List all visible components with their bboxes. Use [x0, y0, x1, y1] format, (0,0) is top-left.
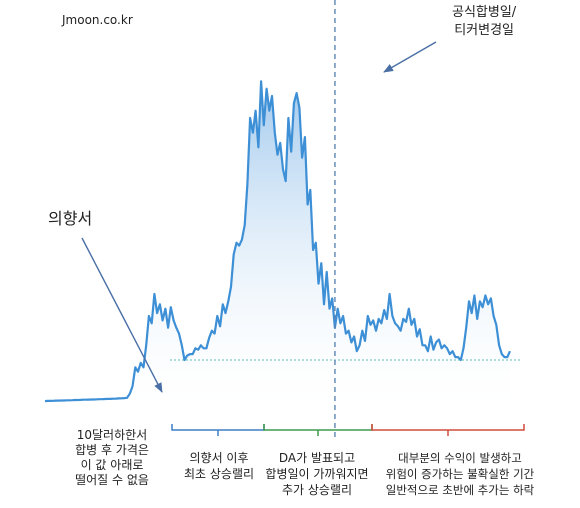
price-area-fill [45, 81, 510, 405]
phase-2-annotation: DA가 발표되고 합병일이 가까워지면 추가 상승랠리 [256, 450, 378, 498]
phase-1-line-1: 의향서 이후 [189, 451, 249, 465]
phase-3-annotation: 대부분의 수익이 발생하고 위험이 증가하는 불확실한 기간 일반적으로 초반에… [370, 450, 550, 498]
phase-2-line-1: DA가 발표되고 [278, 451, 356, 465]
phase-1-line-2: 최초 상승랠리 [183, 467, 255, 481]
phase-3-bracket [371, 424, 525, 436]
site-watermark: Jmoon.co.kr [62, 13, 133, 27]
phase-pre-line-4: 떨어질 수 없음 [75, 473, 149, 487]
phase-pre-annotation: 10달러하한서 합병 후 가격은 이 값 아래로 떨어질 수 없음 [50, 428, 174, 488]
phase-pre-line-2: 합병 후 가격은 [75, 443, 149, 457]
phase-pre-line-3: 이 값 아래로 [80, 458, 144, 472]
loi-arrow [81, 237, 163, 393]
phase-pre-line-1: 10달러하한서 [76, 428, 148, 442]
merge-arrow [383, 41, 437, 73]
merge-date-label: 공식합병일/ 티커변경일 [452, 4, 516, 40]
phase-3-line-2: 위험이 증가하는 불확실한 기간 [385, 467, 535, 481]
merge-date-label-line-2: 티커변경일 [454, 23, 514, 38]
phase-3-line-1: 대부분의 수익이 발생하고 [398, 451, 522, 465]
phase-2-bracket [263, 424, 373, 436]
merge-date-label-line-1: 공식합병일/ [452, 5, 517, 20]
phase-1-bracket [171, 424, 265, 436]
phase-2-line-2: 합병일이 가까워지면 [265, 467, 369, 481]
loi-label: 의향서 [48, 209, 93, 228]
phase-1-annotation: 의향서 이후 최초 상승랠리 [172, 450, 266, 482]
phase-3-line-3: 일반적으로 초반에 추가는 하락 [385, 483, 535, 497]
phase-2-line-3: 추가 상승랠리 [281, 483, 353, 497]
price-series-line [44, 80, 512, 403]
